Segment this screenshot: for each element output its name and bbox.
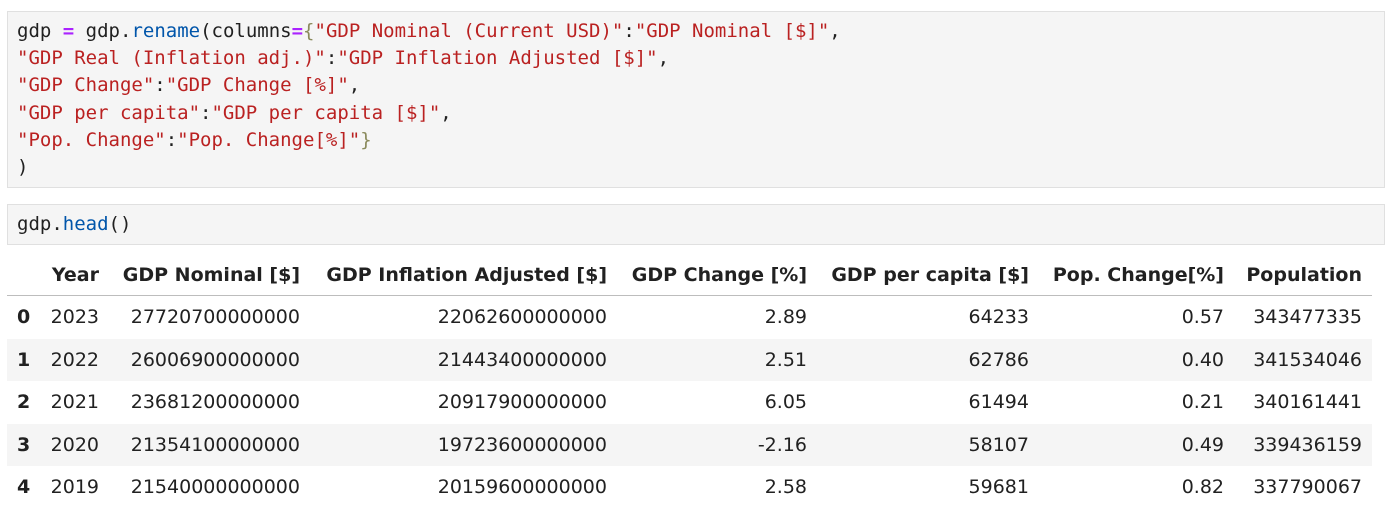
column-header: GDP Nominal [$]: [109, 254, 310, 296]
table-cell: 0.49: [1181, 433, 1224, 456]
code-line: gdp.head(): [17, 213, 132, 235]
table-cell: 2023: [50, 306, 99, 329]
table-cell: 0.21: [1181, 391, 1224, 414]
table-cell: 62786: [968, 348, 1029, 371]
header-row: Year GDP Nominal [$] GDP Inflation Adjuste…: [7, 254, 1372, 296]
index-header: [7, 254, 40, 296]
code-line: "GDP per capita":"GDP per capita [$]",: [17, 101, 452, 124]
table-cell: 2.89: [764, 306, 807, 329]
row-index: 1: [17, 348, 31, 371]
table-cell: 2019: [50, 476, 99, 499]
row-index: 2: [17, 391, 31, 414]
table-cell: 2021: [50, 391, 99, 414]
table-cell: 0.57: [1181, 306, 1224, 329]
column-header: GDP Change [%]: [617, 254, 817, 296]
table-cell: 20917900000000: [437, 391, 607, 414]
table-row: 3 2020 21354100000000 19723600000000 -2.16 58…: [7, 423, 1372, 466]
table-cell: 23681200000000: [130, 391, 300, 414]
code-line: "GDP Real (Inflation adj.)":"GDP Inflati…: [17, 47, 670, 70]
table-cell: -2.16: [757, 433, 807, 456]
table-body: 0 2023 27720700000000 22062600000000 2.89 642…: [7, 296, 1372, 509]
column-header: GDP per capita [$]: [817, 254, 1039, 296]
table-cell: 6.05: [764, 391, 807, 414]
table-cell: 61494: [968, 391, 1029, 414]
table-cell: 0.40: [1181, 348, 1224, 371]
table-row: 0 2023 27720700000000 22062600000000 2.89 642…: [7, 296, 1372, 339]
table-cell: 22062600000000: [437, 306, 607, 329]
table-cell: 339436159: [1253, 433, 1362, 456]
dataframe: Year GDP Nominal [$] GDP Inflation Adjuste…: [7, 254, 1372, 509]
table-cell: 19723600000000: [437, 433, 607, 456]
column-header: Population: [1234, 254, 1372, 296]
table-row: 1 2022 26006900000000 21443400000000 2.51 627…: [7, 338, 1372, 381]
table-row: 4 2019 21540000000000 20159600000000 2.58 596…: [7, 466, 1372, 509]
table-cell: 59681: [968, 476, 1029, 499]
table-cell: 340161441: [1253, 391, 1362, 414]
table-cell: 21354100000000: [130, 433, 300, 456]
column-header: Year: [40, 254, 109, 296]
table-cell: 2020: [50, 433, 99, 456]
code-cell: gdp = gdp.rename(columns={"GDP Nominal (…: [7, 11, 1385, 189]
row-index: 3: [17, 433, 31, 456]
table-cell: 27720700000000: [130, 306, 300, 329]
code-line: "Pop. Change":"Pop. Change[%]"}: [17, 128, 372, 151]
table-cell: 0.82: [1181, 476, 1224, 499]
column-header: Pop. Change[%]: [1039, 254, 1234, 296]
table-cell: 2.58: [764, 476, 807, 499]
row-index: 0: [17, 306, 31, 329]
table-cell: 341534046: [1253, 348, 1362, 371]
table-cell: 58107: [968, 433, 1029, 456]
row-index: 4: [17, 476, 31, 499]
table-cell: 337790067: [1253, 476, 1362, 499]
table-cell: 26006900000000: [130, 348, 300, 371]
table-cell: 343477335: [1253, 306, 1362, 329]
table-cell: 20159600000000: [437, 476, 607, 499]
table-cell: 2022: [50, 348, 99, 371]
column-header: GDP Inflation Adjusted [$]: [310, 254, 617, 296]
code-line: ): [17, 155, 29, 178]
table-row: 2 2021 23681200000000 20917900000000 6.05 614…: [7, 381, 1372, 424]
code-cell: gdp.head(): [7, 204, 1385, 246]
table-cell: 64233: [968, 306, 1029, 329]
table-cell: 21443400000000: [437, 348, 607, 371]
table-cell: 2.51: [764, 348, 807, 371]
code-line: gdp = gdp.rename(columns={"GDP Nominal (…: [17, 20, 841, 42]
table-head: Year GDP Nominal [$] GDP Inflation Adjuste…: [7, 254, 1372, 296]
code-line: "GDP Change":"GDP Change [%]",: [17, 74, 361, 97]
table-cell: 21540000000000: [130, 476, 300, 499]
